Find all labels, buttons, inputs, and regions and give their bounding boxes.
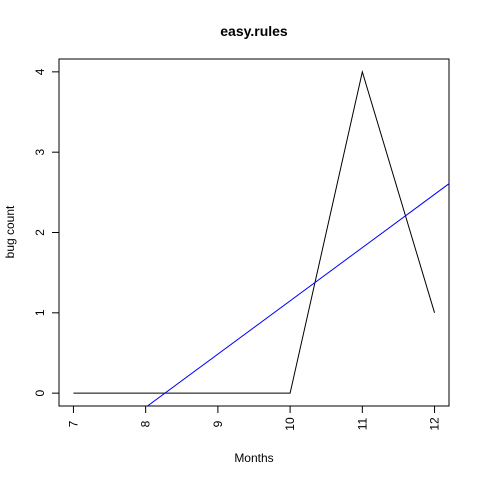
y-axis: 0 1 2 3 4 <box>33 68 60 396</box>
y-axis-label: bug count <box>3 205 17 258</box>
trend-line <box>146 183 449 406</box>
y-tick-label: 1 <box>33 309 47 316</box>
x-tick-label: 12 <box>428 417 442 431</box>
chart-title: easy.rules <box>220 23 288 39</box>
x-tick-label: 9 <box>211 420 225 427</box>
x-axis-label: Months <box>234 451 273 465</box>
x-axis: 7 8 9 10 11 12 <box>66 405 442 431</box>
x-tick-label: 7 <box>66 420 80 427</box>
series-line <box>73 69 436 394</box>
x-tick-label: 10 <box>283 417 297 431</box>
y-tick-label: 0 <box>33 389 47 396</box>
y-tick-label: 3 <box>33 149 47 156</box>
plot-frame <box>58 58 450 407</box>
x-tick-label: 11 <box>355 417 369 430</box>
plot-area <box>73 69 449 406</box>
y-tick-label: 4 <box>33 68 47 75</box>
y-tick-label: 2 <box>33 229 47 236</box>
x-tick-label: 8 <box>139 420 153 427</box>
